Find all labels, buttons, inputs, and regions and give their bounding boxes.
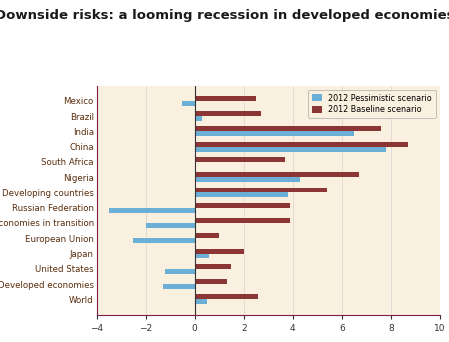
- Bar: [195, 157, 286, 162]
- Legend: 2012 Pessimistic scenario, 2012 Baseline scenario: 2012 Pessimistic scenario, 2012 Baseline…: [308, 90, 436, 118]
- Bar: [195, 177, 300, 182]
- Bar: [195, 233, 219, 238]
- Bar: [195, 147, 386, 152]
- Bar: [195, 253, 209, 259]
- Bar: [195, 299, 207, 304]
- Bar: [195, 193, 288, 197]
- Bar: [195, 203, 291, 208]
- Bar: [195, 111, 261, 116]
- Bar: [195, 218, 291, 223]
- Bar: [163, 284, 195, 289]
- Bar: [109, 208, 195, 213]
- Bar: [195, 142, 408, 147]
- Bar: [195, 249, 244, 253]
- Text: Downside risks: a looming recession in developed economies: Downside risks: a looming recession in d…: [0, 9, 449, 22]
- Text: GDP growth rates (percentage): GDP growth rates (percentage): [9, 35, 194, 44]
- Bar: [195, 127, 381, 131]
- Bar: [195, 279, 227, 284]
- Bar: [195, 172, 359, 177]
- Bar: [195, 96, 256, 101]
- Bar: [195, 116, 202, 121]
- Bar: [195, 187, 327, 193]
- Bar: [182, 101, 195, 106]
- Bar: [195, 294, 259, 299]
- Bar: [195, 131, 354, 136]
- Bar: [195, 264, 232, 269]
- Bar: [133, 238, 195, 243]
- Bar: [165, 269, 195, 274]
- Bar: [195, 162, 196, 167]
- Bar: [145, 223, 195, 228]
